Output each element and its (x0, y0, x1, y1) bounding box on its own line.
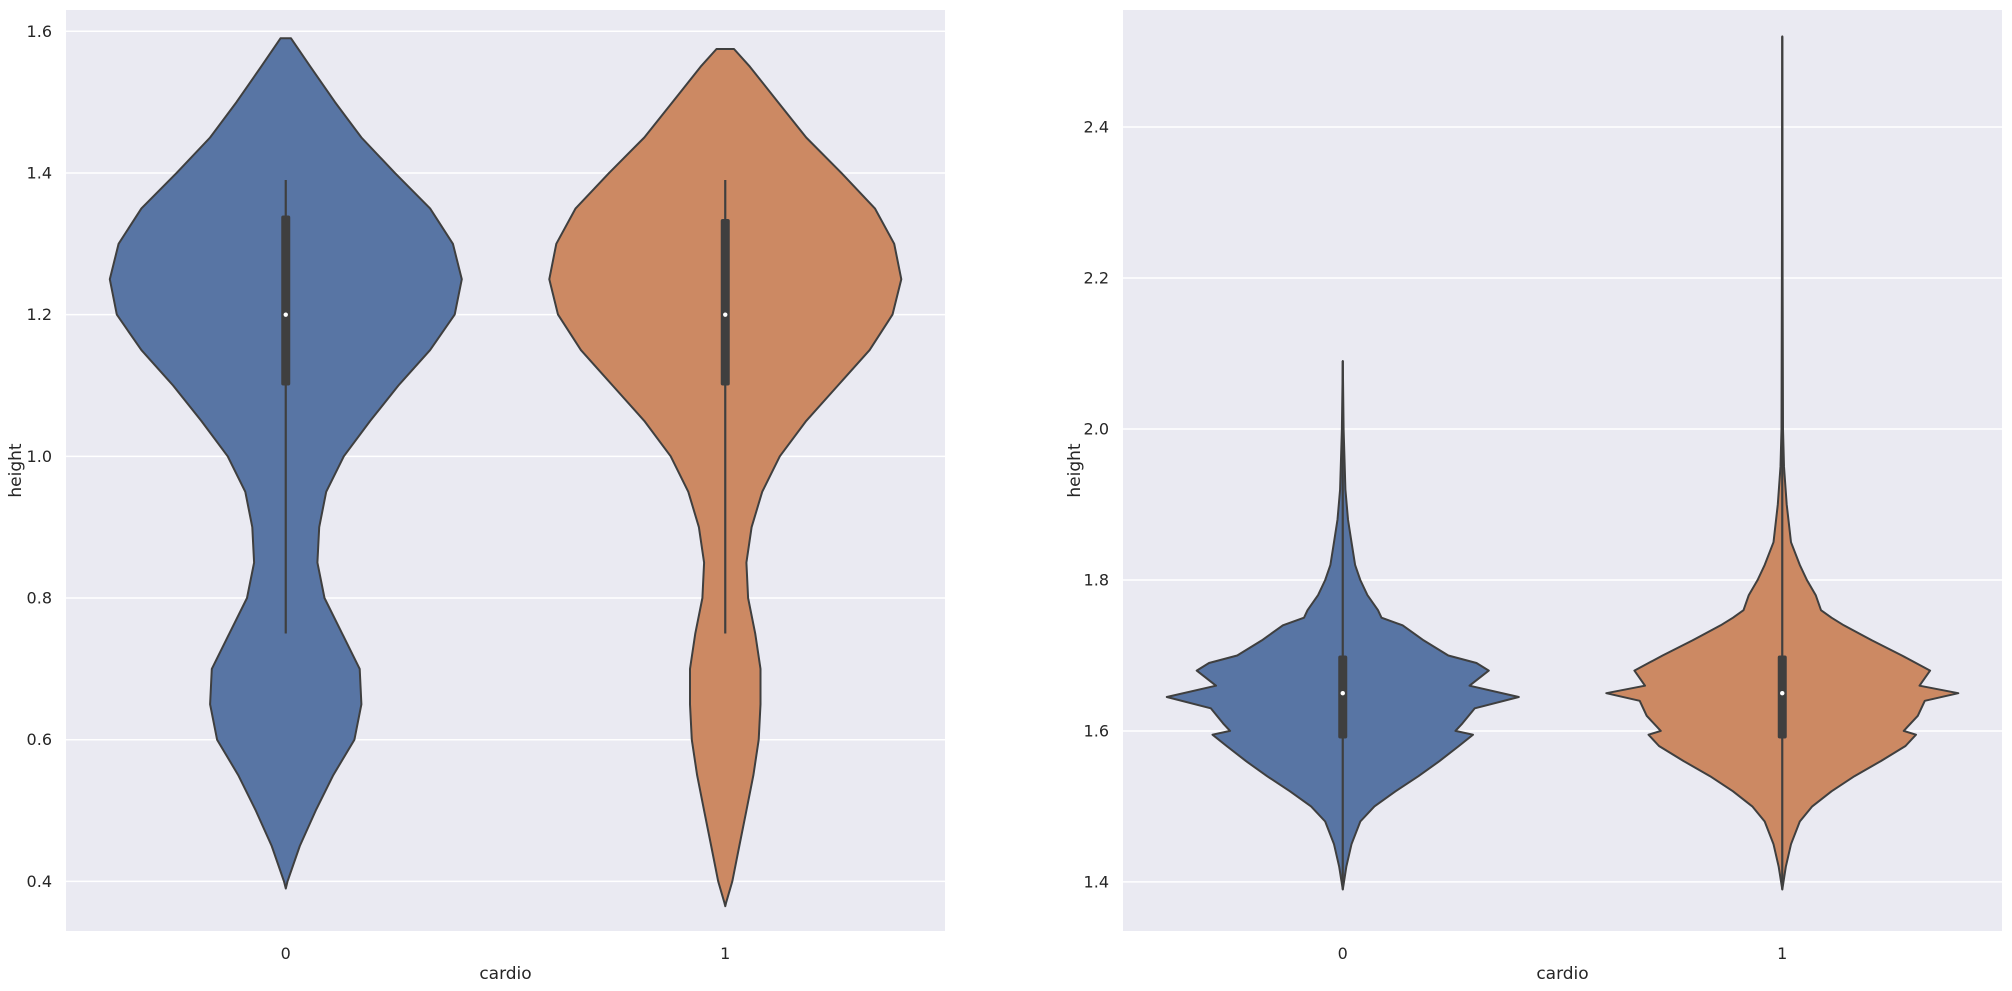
y-tick-label: 1.6 (1084, 721, 1109, 740)
y-tick-label: 1.6 (27, 22, 52, 41)
right-y-axis-label: height (1065, 443, 1085, 498)
right-violins (1165, 35, 1960, 891)
violin-iqr-box-1 (720, 218, 730, 386)
violin-median-1 (723, 312, 728, 317)
x-tick-label: 1 (720, 944, 730, 963)
violin-iqr-box-1 (1777, 655, 1787, 739)
y-tick-label: 0.8 (27, 589, 52, 608)
y-tick-label: 1.4 (1084, 872, 1109, 891)
left-violins (108, 37, 903, 908)
violin-median-1 (1780, 691, 1785, 696)
y-tick-label: 2.4 (1084, 118, 1109, 137)
y-tick-label: 1.4 (27, 163, 52, 182)
y-tick-label: 1.8 (1084, 570, 1109, 589)
x-tick-label: 0 (281, 944, 291, 963)
y-tick-label: 1.0 (27, 447, 52, 466)
y-tick-label: 2.2 (1084, 268, 1109, 287)
violin-iqr-box-0 (1338, 655, 1348, 739)
x-tick-label: 0 (1338, 944, 1348, 963)
left-y-ticks: 0.4 0.6 0.8 1.0 1.2 1.4 1.6 (27, 22, 52, 891)
right-y-ticks: 1.4 1.6 1.8 2.0 2.2 2.4 (1084, 118, 1109, 892)
left-y-axis-label: height (6, 443, 26, 498)
y-tick-label: 2.0 (1084, 419, 1109, 438)
y-tick-label: 0.6 (27, 730, 52, 749)
left-x-axis-label: cardio (479, 964, 531, 984)
violin-iqr-box-0 (281, 215, 291, 386)
violin-median-0 (283, 312, 288, 317)
y-tick-label: 1.2 (27, 305, 52, 324)
x-tick-label: 1 (1777, 944, 1787, 963)
right-plot-background (1123, 10, 2002, 931)
violin-median-0 (1340, 691, 1345, 696)
y-tick-label: 0.4 (27, 872, 52, 891)
right-x-axis-label: cardio (1536, 964, 1588, 984)
